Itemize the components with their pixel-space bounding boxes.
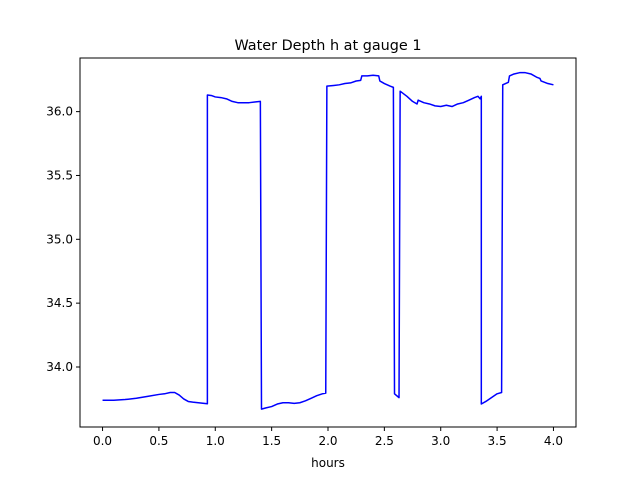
series-line xyxy=(102,71,554,410)
y-tick-label: 35.0 xyxy=(46,232,73,246)
x-tick-label: 2.0 xyxy=(318,434,337,448)
x-tick-label: 0.5 xyxy=(149,434,168,448)
x-tick-label: 0.0 xyxy=(93,434,112,448)
x-axis-label: hours xyxy=(311,456,345,470)
x-tick-label: 1.0 xyxy=(206,434,225,448)
x-tick-label: 1.5 xyxy=(262,434,281,448)
chart-title: Water Depth h at gauge 1 xyxy=(234,38,421,54)
y-tick-label: 36.0 xyxy=(46,105,73,119)
x-tick-label: 4.0 xyxy=(544,434,563,448)
x-tick-label: 2.5 xyxy=(375,434,394,448)
x-tick-label: 3.5 xyxy=(488,434,507,448)
y-tick-label: 34.0 xyxy=(46,360,73,374)
series-layer xyxy=(102,71,554,410)
y-axis: 34.0 34.5 35.0 35.5 36.0 xyxy=(46,105,80,374)
x-axis: 0.0 0.5 1.0 1.5 2.0 2.5 3.0 3.5 4.0 xyxy=(93,427,563,448)
y-tick-label: 35.5 xyxy=(46,168,73,182)
y-tick-label: 34.5 xyxy=(46,296,73,310)
x-tick-label: 3.0 xyxy=(431,434,450,448)
